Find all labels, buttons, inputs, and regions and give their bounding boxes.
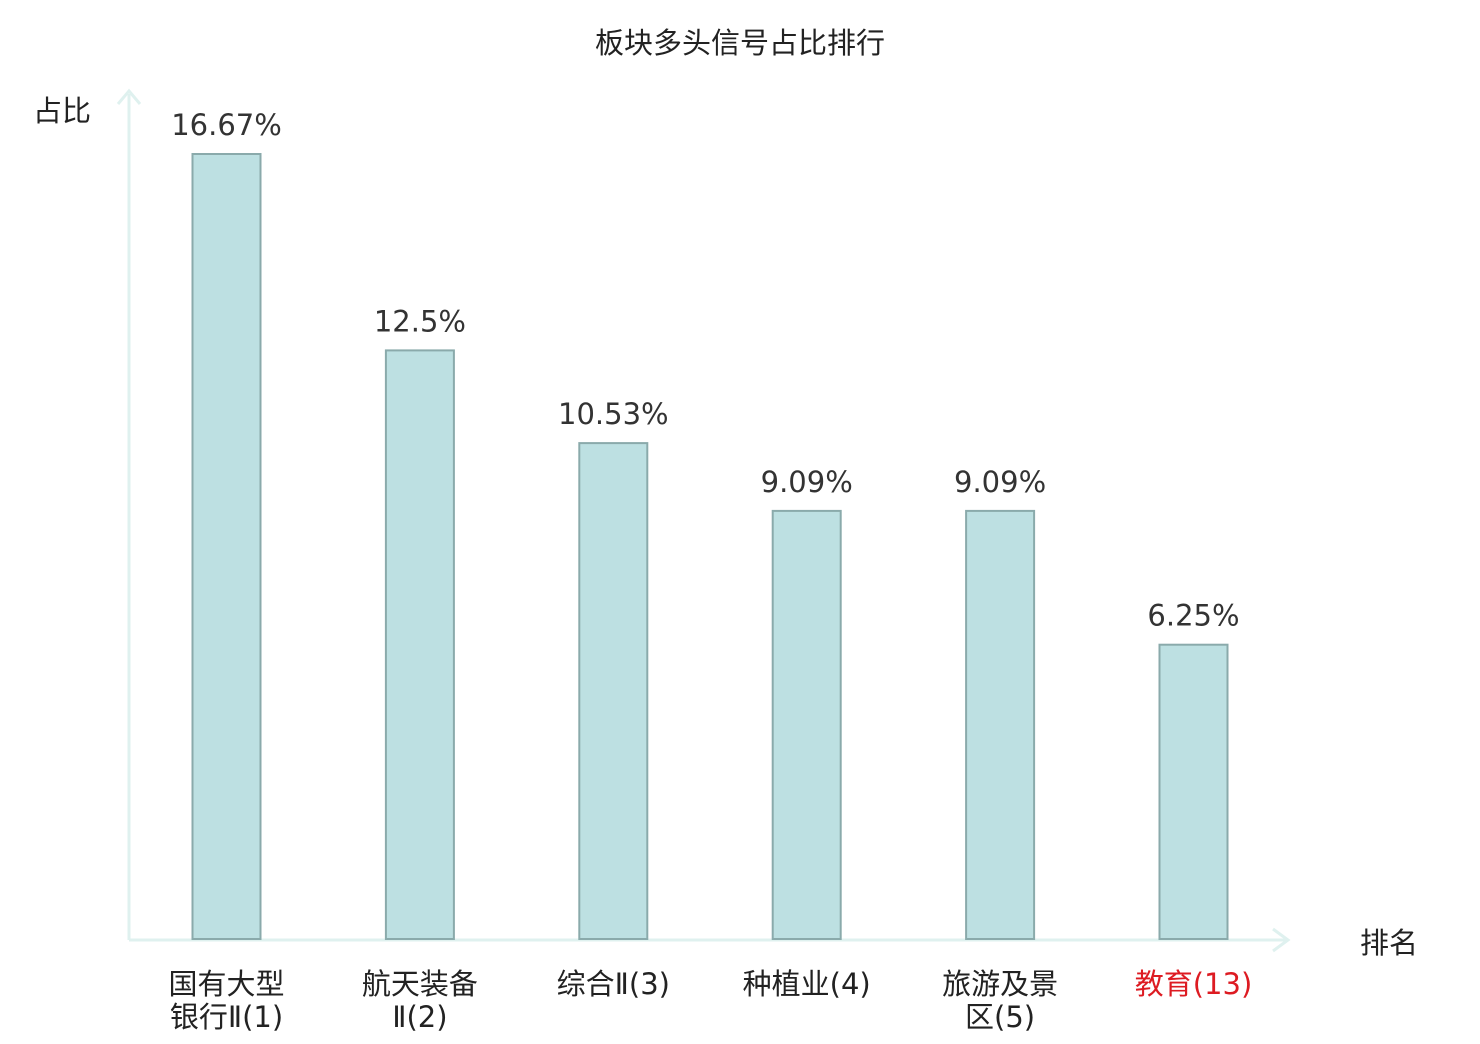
x-tick-label: 综合Ⅱ(3) xyxy=(557,967,670,1001)
bar xyxy=(965,509,1036,940)
x-axis-label: 排名 xyxy=(1360,926,1418,960)
bar-value-label: 9.09% xyxy=(761,465,853,499)
x-tick-label-line: Ⅱ(2) xyxy=(392,1000,447,1034)
value-labels: 16.67% 12.5% 10.53% 9.09% 9.09% 6.25% xyxy=(171,108,1239,633)
x-tick-label-line: 银行Ⅱ(1) xyxy=(170,1000,283,1034)
x-tick-label: 国有大型银行Ⅱ(1) xyxy=(168,967,284,1034)
bar xyxy=(384,349,455,940)
bar-value-label: 6.25% xyxy=(1147,599,1239,633)
x-tick-label: 旅游及景区(5) xyxy=(942,967,1058,1034)
x-axis-arrowhead xyxy=(1272,927,1291,953)
bar-value-label: 9.09% xyxy=(954,465,1046,499)
x-tick-label-line: 种植业(4) xyxy=(743,967,871,1001)
y-axis-label: 占比 xyxy=(33,94,91,128)
axes xyxy=(116,88,1291,953)
chart-title: 板块多头信号占比排行 xyxy=(595,26,885,60)
bar xyxy=(578,442,649,940)
x-tick-label-line: 旅游及景 xyxy=(942,967,1058,1001)
x-tick-label: 种植业(4) xyxy=(743,967,871,1001)
x-tick-label-line: 国有大型 xyxy=(168,967,284,1001)
x-tick-label: 航天装备 Ⅱ(2) xyxy=(362,967,478,1034)
x-tick-label-line: 综合Ⅱ(3) xyxy=(557,967,670,1001)
x-tick-label: 教育(13) xyxy=(1135,967,1253,1001)
bar xyxy=(1158,643,1229,940)
x-tick-label-line: 航天装备 xyxy=(362,967,478,1001)
bar xyxy=(191,153,262,940)
bar-value-label: 12.5% xyxy=(374,304,466,338)
bar-value-label: 16.67% xyxy=(171,108,282,142)
category-labels: 国有大型银行Ⅱ(1) 航天装备 Ⅱ(2) 综合Ⅱ(3) 种植业(4) 旅游及景区(5) 教育… xyxy=(168,967,1252,1034)
bar-value-label: 10.53% xyxy=(558,397,669,431)
x-tick-label-line: 区(5) xyxy=(965,1000,1035,1034)
x-tick-label-line: 教育(13) xyxy=(1135,967,1253,1001)
bars xyxy=(191,153,1229,940)
bar xyxy=(771,509,842,940)
y-axis-arrowhead xyxy=(116,88,142,105)
